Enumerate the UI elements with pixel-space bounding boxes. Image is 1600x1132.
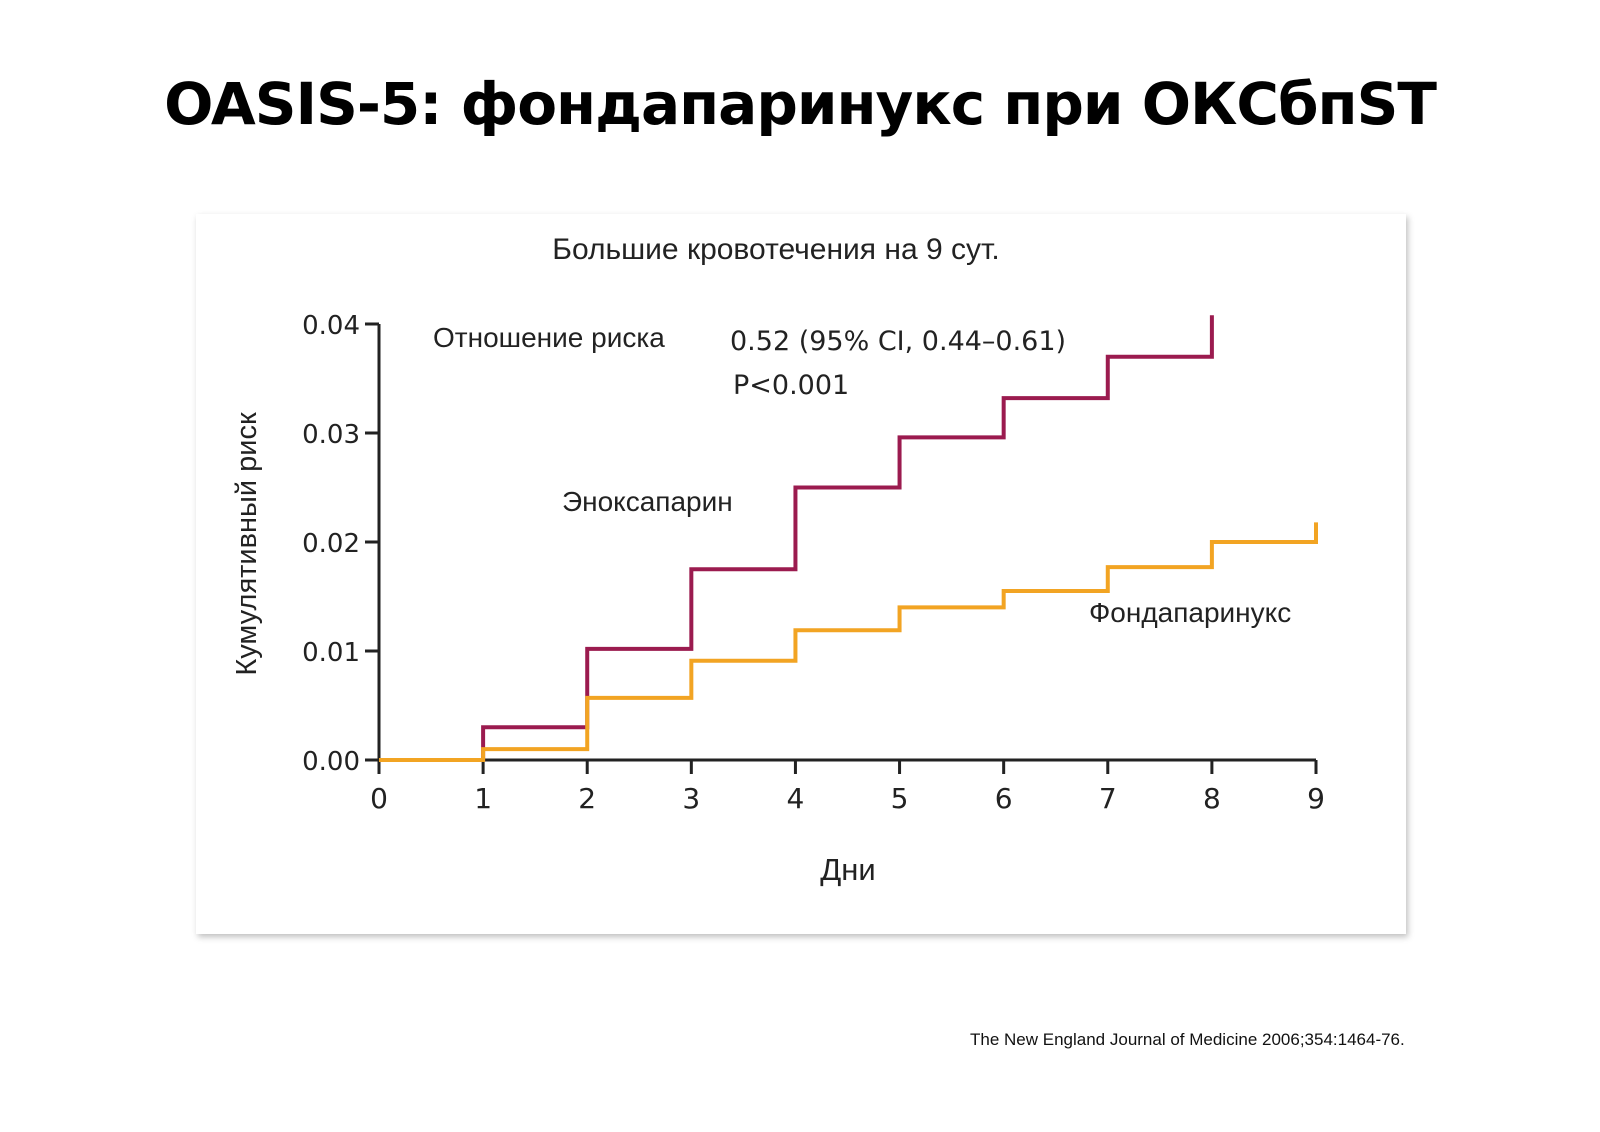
citation: The New England Journal of Medicine 2006… [970,1030,1405,1049]
y-tick-label: 0.03 [302,420,360,450]
y-tick-label: 0.01 [302,638,360,668]
y-tick-label: 0.02 [302,529,360,559]
y-axis-label: Кумулятивный риск [231,412,263,676]
series-line-fondaparinux [379,522,1318,762]
x-tick-label: 6 [995,782,1013,815]
series-line-enoxaparin [379,315,1214,762]
hr-value: 0.52 (95% CI, 0.44–0.61) [730,326,1066,357]
x-tick-label: 5 [891,782,909,815]
x-tick-label: 2 [578,782,596,815]
x-tick-label: 4 [787,782,805,815]
x-tick-label: 9 [1307,782,1325,815]
series-label-enoxaparin: Эноксапарин [562,486,733,517]
chart-panel: Большие кровотечения на 9 сут. Кумулятив… [196,214,1406,934]
x-tick-label: 8 [1203,782,1221,815]
x-tick-label: 0 [370,782,388,815]
x-tick-label: 3 [682,782,700,815]
x-axis-label: Дни [820,852,875,887]
hr-label: Отношение риска [433,322,665,353]
series-label-fondaparinux: Фондапаринукс [1089,597,1291,628]
bleeding-risk-chart: Большие кровотечения на 9 сут. Кумулятив… [231,233,1325,887]
x-tick-label: 1 [474,782,492,815]
p-value: P<0.001 [733,370,849,401]
y-tick-label: 0.00 [302,747,360,777]
y-tick-label: 0.04 [302,311,360,341]
chart-title: Большие кровотечения на 9 сут. [552,233,999,266]
x-tick-label: 7 [1099,782,1117,815]
slide-title: OASIS-5: фондапаринукс при ОКСбпST [164,70,1437,138]
